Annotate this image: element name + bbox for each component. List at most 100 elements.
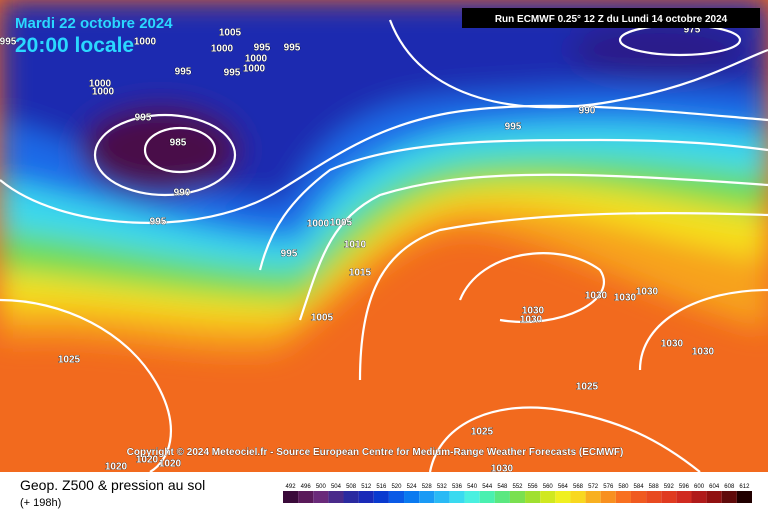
isobar-label: 995 xyxy=(224,68,241,79)
isobar-label: 1025 xyxy=(58,355,81,366)
scale-label: 568 xyxy=(573,484,584,490)
scale-swatch xyxy=(540,491,556,503)
isobar-label: 1000 xyxy=(243,64,266,75)
isobar-label: 1030 xyxy=(636,287,659,298)
run-info: Run ECMWF 0.25° 12 Z du Lundi 14 octobre… xyxy=(495,14,728,25)
isobar-label: 1030 xyxy=(661,339,684,350)
scale-swatch xyxy=(646,491,662,503)
scale-label: 604 xyxy=(709,484,720,490)
scale-label: 500 xyxy=(316,484,327,490)
scale-swatch xyxy=(676,491,692,503)
date: Mardi 22 octobre 2024 xyxy=(15,15,173,32)
scale-label: 612 xyxy=(739,484,750,490)
isobar-label: 1030 xyxy=(692,347,715,358)
scale-label: 492 xyxy=(286,484,297,490)
scale-swatch xyxy=(630,491,647,503)
scale-swatch xyxy=(404,491,420,503)
isobar-label: 1020 xyxy=(136,455,159,466)
scale-swatch xyxy=(570,491,586,503)
footer-lead: (+ 198h) xyxy=(20,497,61,509)
scale-label: 548 xyxy=(497,484,508,490)
scale-swatch xyxy=(419,491,435,503)
isobar-label: 1020 xyxy=(105,462,128,473)
isobar-label: 1025 xyxy=(576,382,599,393)
isobar-label: 975 xyxy=(684,25,701,36)
isobar-label: 995 xyxy=(135,113,152,124)
isobar-label: 995 xyxy=(175,67,192,78)
scale-label: 552 xyxy=(512,484,523,490)
isobar-label: 1010 xyxy=(344,240,367,251)
isobar-label: 995 xyxy=(281,249,298,260)
scale-label: 576 xyxy=(603,484,614,490)
isobar-label: 1030 xyxy=(522,306,545,317)
isobar-label: 1000 xyxy=(134,37,157,48)
isobar-labels: 995 1005 1000 1000 995 995 1000 1000 995… xyxy=(0,24,715,475)
scale-label: 516 xyxy=(376,484,387,490)
scale-label: 592 xyxy=(664,484,675,490)
scale-label: 564 xyxy=(558,484,569,490)
run-box xyxy=(462,8,760,28)
scale-label: 584 xyxy=(634,484,645,490)
isobar-label: 1005 xyxy=(311,313,334,324)
isobar-label: 995 xyxy=(150,217,167,228)
scale-swatch xyxy=(388,491,405,503)
footer-title: Geop. Z500 & pression au sol xyxy=(20,477,205,493)
scale-label: 520 xyxy=(391,484,402,490)
isobar-label: 1000 xyxy=(211,44,234,55)
scale-swatch xyxy=(615,491,631,503)
scale-swatch xyxy=(313,491,329,503)
scale-label: 588 xyxy=(649,484,660,490)
isobar-label: 1005 xyxy=(330,218,353,229)
isobar-label: 1015 xyxy=(349,268,372,279)
scale-label: 600 xyxy=(694,484,705,490)
scale-label: 544 xyxy=(482,484,493,490)
scale-label: 512 xyxy=(361,484,372,490)
scale-swatch xyxy=(494,491,510,503)
scale-label: 560 xyxy=(543,484,554,490)
isobars xyxy=(0,19,768,473)
scale-swatch xyxy=(525,491,541,503)
scale-swatch xyxy=(358,491,374,503)
isobar-label: 995 xyxy=(284,43,301,54)
scale-swatch xyxy=(434,491,450,503)
scale-swatch xyxy=(600,491,616,503)
scale-swatch xyxy=(555,491,571,503)
scale-label: 572 xyxy=(588,484,599,490)
scale-label: 608 xyxy=(724,484,735,490)
isobar-label: 1000 xyxy=(92,87,115,98)
scale-swatch xyxy=(298,491,314,503)
scale-label: 536 xyxy=(452,484,463,490)
scale-label: 556 xyxy=(528,484,539,490)
scale-label: 496 xyxy=(301,484,312,490)
isobar-label: 1030 xyxy=(585,291,608,302)
scale-label: 596 xyxy=(679,484,690,490)
scale-swatch xyxy=(661,491,677,503)
scale-swatch xyxy=(736,491,752,503)
scale-swatch xyxy=(449,491,465,503)
scale-swatch xyxy=(283,491,299,503)
scale-label: 580 xyxy=(618,484,629,490)
scale-swatch xyxy=(585,491,601,503)
field xyxy=(0,0,768,472)
isobar-label: 1020 xyxy=(159,459,182,470)
scale-label: 524 xyxy=(407,484,418,490)
isobar-label: 1030 xyxy=(520,315,543,326)
isobar-label: 995 xyxy=(0,37,17,48)
isobar-label: 995 xyxy=(505,122,522,133)
isobar-label: 1000 xyxy=(89,79,112,90)
scale-swatch xyxy=(706,491,722,503)
isobar-label: 990 xyxy=(174,188,191,199)
isobar-label: 990 xyxy=(579,106,596,117)
scale-swatch xyxy=(373,491,389,503)
copyright: Copyright © 2024 Meteociel.fr - Source E… xyxy=(127,447,624,458)
scale-label: 540 xyxy=(467,484,478,490)
isobar-label: 1005 xyxy=(219,28,242,39)
isobar-label: 985 xyxy=(170,138,187,149)
color-scale: 492 496 500 504 508 512 516 520 524 528 532 536 540 5… xyxy=(283,484,752,503)
scale-label: 528 xyxy=(422,484,433,490)
isobar-label: 1025 xyxy=(471,427,494,438)
scale-label: 504 xyxy=(331,484,342,490)
scale-swatch xyxy=(328,491,344,503)
isobar-label: 995 xyxy=(254,43,271,54)
scale-swatch xyxy=(721,491,737,503)
